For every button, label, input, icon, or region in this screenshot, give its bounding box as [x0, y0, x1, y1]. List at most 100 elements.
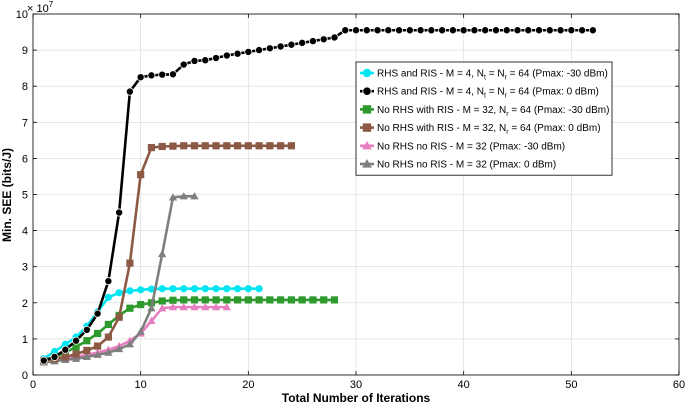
series-2-point [276, 42, 285, 51]
y-exponent-power: 7 [49, 0, 54, 9]
series-2-point [222, 51, 231, 60]
series-3-point [212, 296, 220, 304]
series-4-point [104, 333, 112, 341]
series-2-point [233, 49, 242, 58]
tick-layer: 0 10 20 30 40 50 60 0 1 2 3 4 5 6 7 8 9 10 [16, 9, 685, 391]
series-5-point [179, 302, 188, 311]
legend-item-4: No RHS with RIS - M = 32, Nr = 64 (Pmax:… [360, 123, 601, 136]
series-6-point [93, 350, 102, 358]
series-5-point [158, 304, 167, 312]
series-3-point [330, 296, 339, 304]
y-tick-label: 8 [22, 81, 28, 93]
series-3-point [83, 337, 91, 345]
series-4-point [180, 142, 188, 150]
series-4-point [244, 142, 252, 150]
y-exponent-label: × 107 [27, 0, 54, 15]
series-4-point [169, 142, 177, 150]
series-1-point [244, 285, 252, 293]
legend-label: No RHS no RIS - M = 32 (Pmax: -30 dBm) [377, 141, 565, 152]
series-2-point [179, 60, 188, 69]
series-layer [39, 26, 597, 366]
series-2-point [556, 26, 565, 35]
series-4-point [255, 142, 263, 150]
legend-label-subscript: r [505, 75, 508, 82]
series-1-point [50, 347, 59, 356]
series-4-point [266, 142, 274, 150]
legend-item-5: No RHS no RIS - M = 32 (Pmax: -30 dBm) [360, 140, 565, 152]
legend-item-6: No RHS no RIS - M = 32 (Pmax: 0 dBm) [360, 159, 556, 171]
series-3-point [72, 343, 80, 351]
series-4-point [201, 142, 209, 150]
series-2-point [448, 26, 457, 35]
legend-label-part: = 64 (Pmax: 0 dBm) [507, 87, 599, 98]
series-4-point [94, 342, 102, 350]
series-2-point [125, 87, 134, 96]
series-4-point [212, 142, 220, 150]
x-tick-label: 60 [673, 379, 685, 391]
series-2-point [588, 26, 597, 35]
series-3-point [320, 296, 328, 304]
legend-label-part: = 64 (Pmax: -30 dBm) [509, 105, 610, 116]
series-2-point [513, 26, 522, 35]
series-2-point [72, 336, 81, 345]
series-1-point [233, 285, 242, 293]
series-2-point [201, 56, 210, 65]
legend-label: RHS and RIS - M = 4, Nt = Nr = 64 (Pmax:… [377, 69, 608, 82]
legend-swatch-marker [362, 159, 372, 168]
legend-label-part: = 64 (Pmax: -30 dBm) [507, 69, 608, 80]
series-5-point [190, 302, 199, 311]
series-4-point [190, 142, 199, 150]
series-3-point [180, 296, 188, 304]
series-2-point [255, 46, 264, 55]
series-2-point [341, 26, 350, 35]
legend-swatch-marker [362, 140, 372, 150]
legend-label: No RHS with RIS - M = 32, Nr = 64 (Pmax:… [377, 105, 609, 118]
series-2-point [502, 26, 511, 35]
legend-label: RHS and RIS - M = 4, Nt = Nr = 64 (Pmax:… [377, 87, 599, 100]
series-6-point [136, 327, 145, 335]
series-1-point [104, 293, 112, 301]
legend-label-part: No RHS no RIS - M = 32 (Pmax: 0 dBm) [377, 160, 556, 171]
series-6-point [82, 352, 91, 361]
legend-swatch-marker [362, 68, 372, 78]
series-6-point [104, 348, 113, 356]
series-2-point [427, 26, 436, 35]
series-2-point [244, 47, 253, 56]
y-tick-label: 7 [22, 117, 28, 129]
series-1-point [201, 285, 209, 293]
y-tick-label: 0 [22, 370, 28, 382]
series-4-point [233, 142, 242, 150]
series-2-point [265, 44, 274, 53]
series-5-point [201, 302, 210, 311]
legend: RHS and RIS - M = 4, Nt = Nr = 64 (Pmax:… [355, 61, 613, 176]
series-2-point [39, 356, 48, 365]
series-4-point [115, 313, 123, 321]
series-2-point [168, 70, 177, 79]
series-1-point [212, 285, 220, 293]
legend-swatch-marker [362, 123, 372, 132]
series-3-point [94, 329, 102, 338]
series-2 [39, 26, 597, 365]
legend-label-part: = N [486, 69, 505, 80]
legend-box [355, 61, 613, 176]
legend-label: No RHS with RIS - M = 32, Nr = 64 (Pmax:… [377, 123, 601, 136]
legend-label-part: RHS and RIS - M = 4, N [377, 87, 484, 98]
series-5-point [147, 316, 156, 324]
series-3-point [190, 296, 199, 304]
series-2-point [104, 277, 113, 286]
series-2-point [115, 208, 124, 217]
series-3-point [244, 296, 252, 304]
series-6-point [114, 344, 124, 353]
legend-label-subscript: r [506, 129, 509, 136]
legend-label-subscript: r [505, 93, 508, 100]
x-tick-label: 40 [458, 379, 470, 391]
series-2-point [416, 26, 425, 35]
y-tick-label: 6 [22, 153, 28, 165]
series-4-point [61, 353, 69, 361]
series-2-point [287, 40, 296, 49]
series-1-point [137, 286, 145, 294]
series-2-point [308, 37, 317, 46]
legend-swatch-marker [362, 105, 372, 114]
x-tick-label: 30 [350, 379, 362, 391]
y-tick-label: 2 [22, 298, 28, 310]
